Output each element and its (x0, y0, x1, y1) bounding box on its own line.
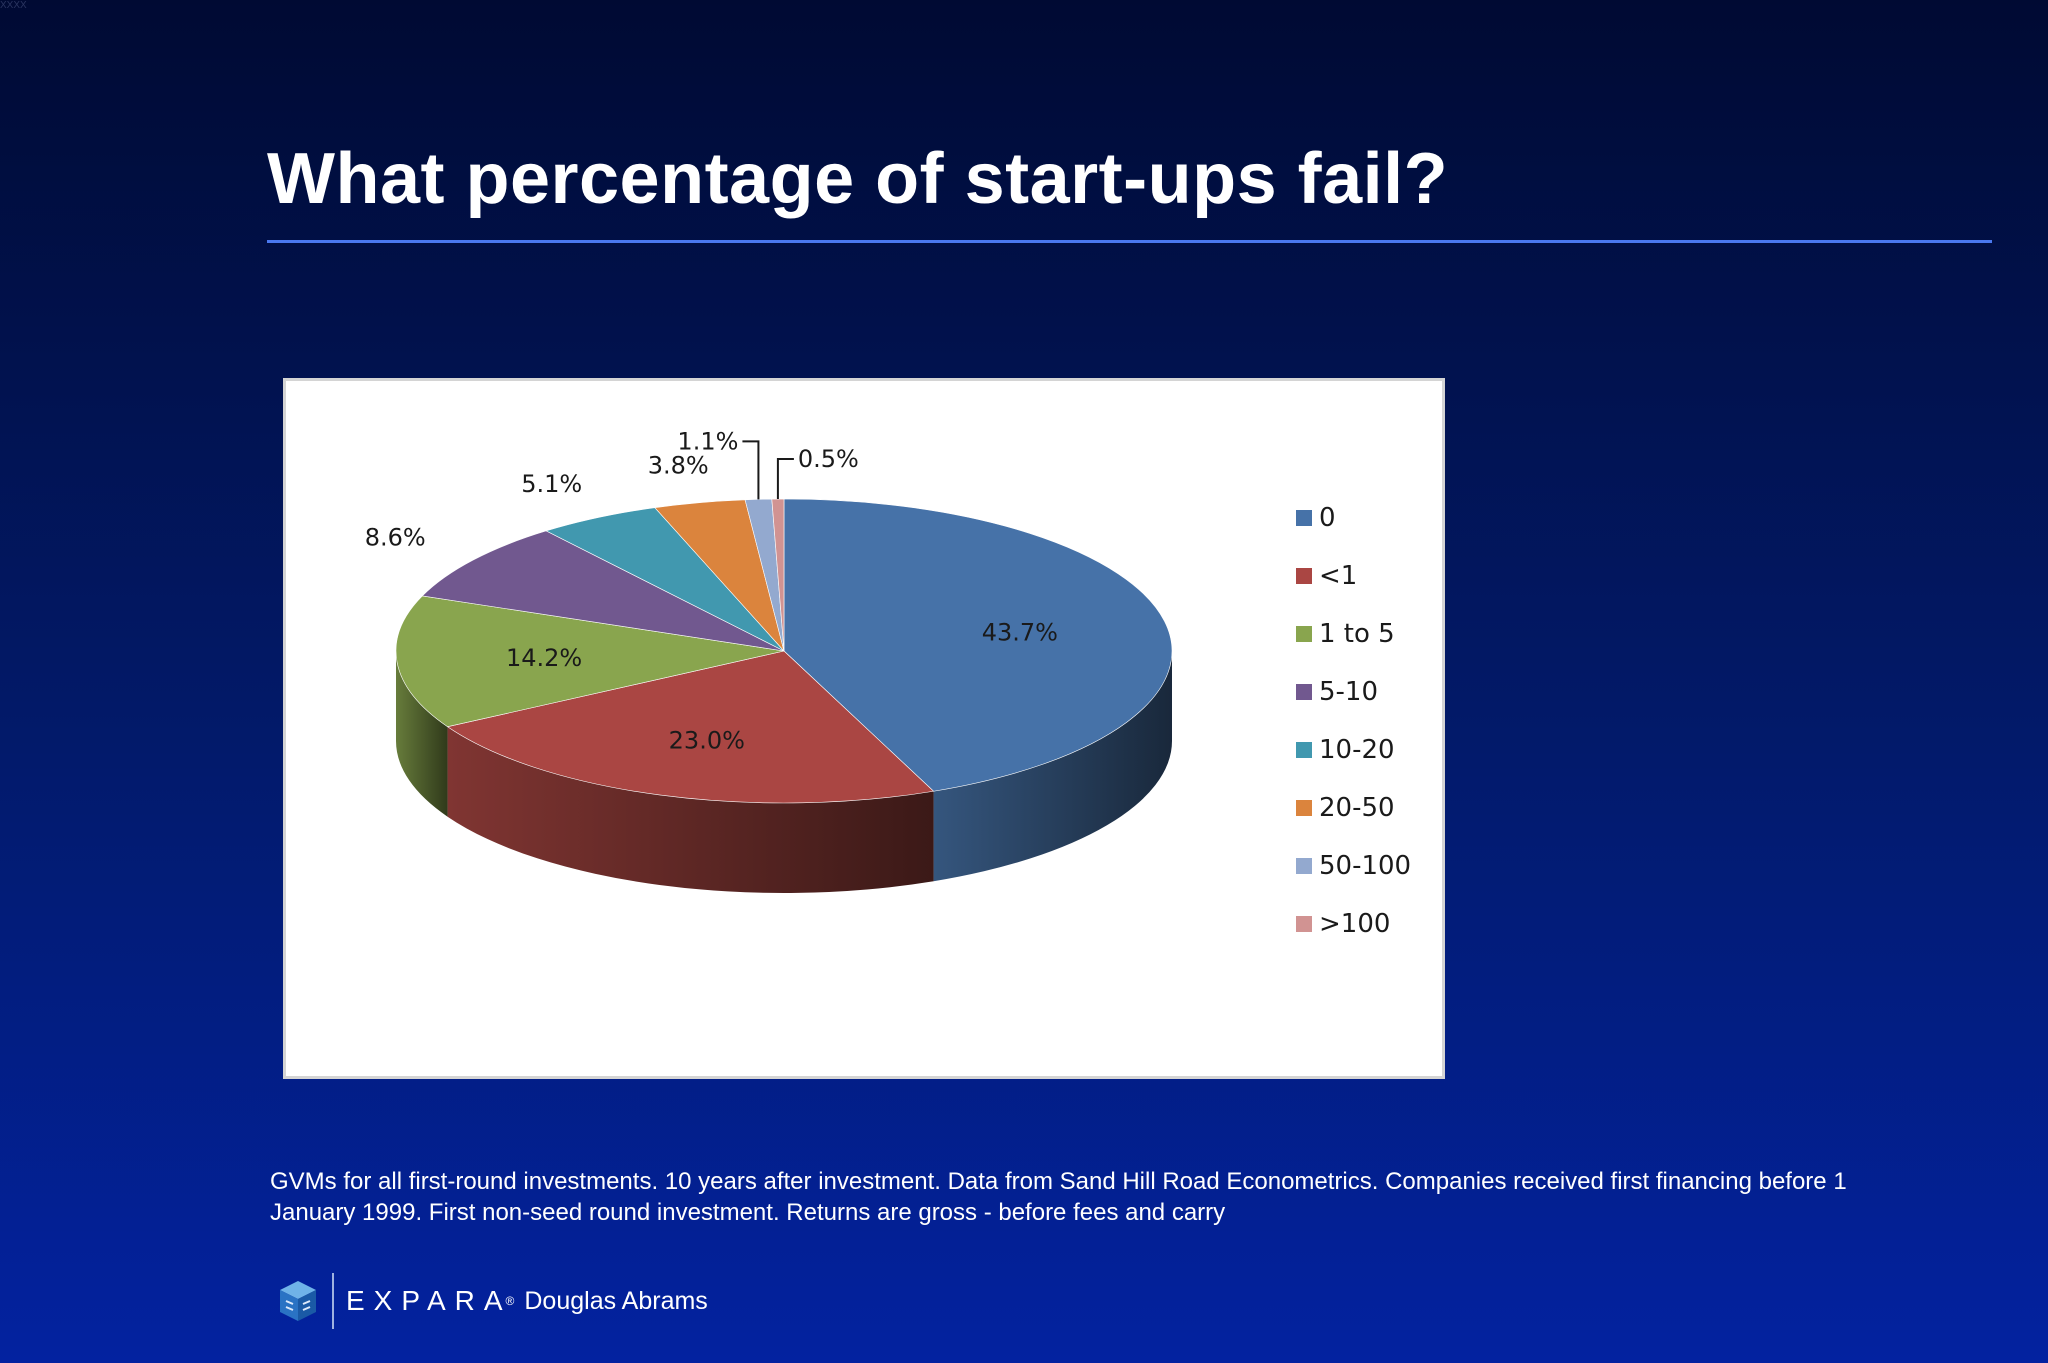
pie-side-1-to-5 (396, 651, 448, 817)
legend-label-50-100: 50-100 (1319, 851, 1411, 881)
pie-sides (396, 651, 1172, 893)
data-label-100: 0.5% (798, 445, 859, 473)
leader-line-100 (776, 458, 794, 500)
legend-label-1: <1 (1319, 561, 1357, 591)
pie-slice-1 (446, 650, 935, 804)
legend-swatch-20-50 (1296, 800, 1312, 816)
legend-label-1-to-5: 1 to 5 (1319, 619, 1395, 649)
leader-line-50-100 (742, 440, 760, 500)
legend-swatch-100 (1296, 916, 1312, 932)
author-name: Douglas Abrams (524, 1286, 708, 1315)
legend-label-20-50: 20-50 (1319, 793, 1395, 823)
brand-name: EXPARA (346, 1285, 512, 1316)
expara-cube-icon (280, 1281, 316, 1321)
legend-label-10-20: 10-20 (1319, 735, 1395, 765)
slide-title: What percentage of start-ups fail? (267, 139, 1449, 219)
data-label-0: 43.7% (982, 618, 1058, 646)
legend-label-0: 0 (1319, 503, 1336, 533)
pie-chart: 43.7% 23.0% 14.2% 8.6% 5.1% 3.8% 1.1% 0.5% 0 <1 1… (283, 378, 1445, 1079)
data-label-1: 23.0% (669, 726, 745, 754)
data-label-1-to-5: 14.2% (506, 644, 582, 672)
pie-slice-1-to-5 (395, 595, 785, 728)
pie-chart-canvas: 43.7% 23.0% 14.2% 8.6% 5.1% 3.8%1.1% 0.5% 0 <1 1… (365, 427, 1411, 939)
pie-slices (395, 498, 1173, 804)
pie-side-0 (933, 651, 1172, 882)
pie-slice-0 (783, 498, 1173, 792)
legend-label-100: >100 (1319, 909, 1390, 939)
legend-swatch-5-10 (1296, 684, 1312, 700)
legend-swatch-50-100 (1296, 858, 1312, 874)
legend-swatch-1-to-5 (1296, 626, 1312, 642)
brand-trademark: ® (505, 1294, 515, 1308)
legend-swatch-10-20 (1296, 742, 1312, 758)
data-label-5-10: 8.6% (365, 523, 426, 551)
legend-swatch-0 (1296, 510, 1312, 526)
pie-side-1 (447, 726, 934, 893)
pie-data-labels: 43.7% 23.0% 14.2% 8.6% 5.1% 3.8%1.1% 0.5% (365, 427, 1058, 754)
corner-mark: XXXX (0, 0, 27, 11)
logo-divider (332, 1273, 334, 1329)
source-footnote: GVMs for all first-round investments. 10… (270, 1168, 1847, 1226)
footer: EXPARA ® Douglas Abrams (278, 1272, 708, 1330)
legend-label-5-10: 5-10 (1319, 677, 1378, 707)
pie-slice-5-10 (421, 530, 785, 652)
data-label-10-20: 5.1% (521, 470, 582, 498)
legend-swatch-1 (1296, 568, 1312, 584)
chart-legend: 0 <1 1 to 5 5-10 10-20 20-50 50-100 >100 (1296, 503, 1411, 939)
data-label-50-100: 1.1% (677, 427, 738, 455)
title-divider (267, 240, 1992, 243)
data-label-20-50: 3.8% (648, 452, 709, 480)
